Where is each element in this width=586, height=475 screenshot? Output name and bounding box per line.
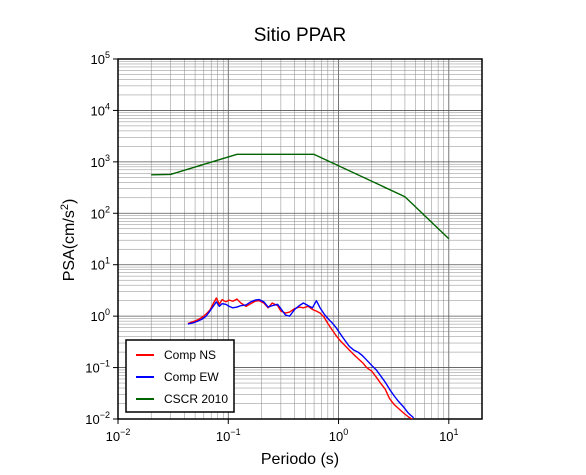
y-tick-label: 104: [91, 101, 110, 118]
x-tick-label: 10−2: [106, 427, 131, 444]
y-tick-label: 102: [91, 204, 110, 221]
y-tick-label: 10−2: [85, 410, 110, 427]
x-axis-label: Periodo (s): [261, 451, 339, 468]
y-tick-label: 101: [91, 256, 110, 273]
x-tick-label: 101: [439, 427, 458, 444]
x-tick-label: 10−1: [216, 427, 241, 444]
plot-frame: [117, 58, 483, 420]
y-tick-label: 10−1: [85, 359, 110, 376]
series-layer: [151, 153, 450, 419]
legend: Comp NS Comp EW CSCR 2010: [125, 339, 235, 413]
axis-ticks: 10−2 10−1 100 101 10−2 10−1 100 101 102 103 104 105: [85, 50, 458, 444]
y-tick-label: 105: [91, 50, 110, 67]
grid: [117, 58, 483, 420]
y-axis-label: PSA(cm/s2): [59, 199, 78, 282]
y-tick-label: 103: [91, 153, 110, 170]
series-line-comp-ew: [187, 298, 415, 419]
chart-title: Sitio PPAR: [254, 25, 347, 46]
legend-label: CSCR 2010: [164, 392, 228, 406]
y-tick-label: 100: [91, 307, 110, 324]
x-tick-label: 100: [329, 427, 348, 444]
legend-label: Comp NS: [164, 348, 216, 362]
series-line-cscr-2010: [151, 153, 450, 240]
legend-label: Comp EW: [164, 370, 219, 384]
